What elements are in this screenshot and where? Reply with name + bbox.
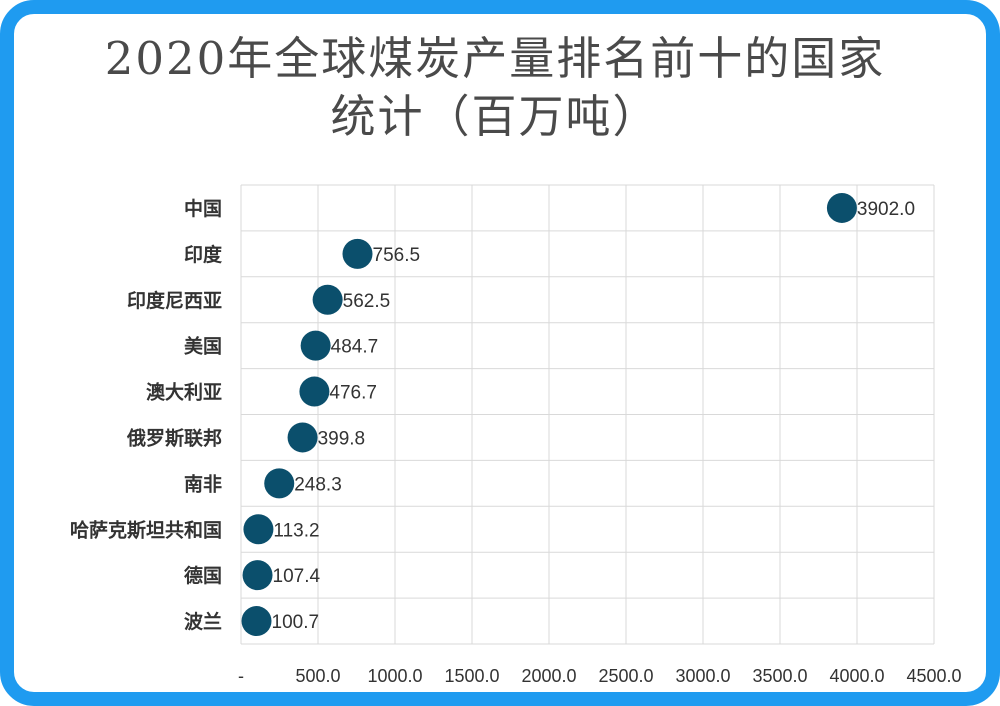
x-tick-label: 500.0 (295, 666, 340, 686)
x-tick-label: 4000.0 (829, 666, 884, 686)
data-point (287, 422, 318, 453)
data-point (299, 376, 330, 407)
category-label: 德国 (184, 564, 222, 587)
data-labels: 3902.0 756.5 562.5 484.7 476.7 399.8 248.3 113.… (272, 199, 916, 633)
x-tick-label: 4500.0 (906, 666, 961, 686)
data-points (241, 192, 857, 637)
data-label: 107.4 (273, 566, 321, 587)
data-label: 562.5 (343, 291, 391, 312)
data-label: 113.2 (273, 520, 319, 541)
x-tick-label: 2500.0 (598, 666, 653, 686)
data-label: 248.3 (294, 474, 342, 495)
data-label: 476.7 (329, 383, 377, 404)
x-tick-label: 3000.0 (675, 666, 730, 686)
data-point (826, 192, 857, 223)
x-tick-label: 2000.0 (521, 666, 576, 686)
data-label: 100.7 (272, 612, 320, 633)
data-point (342, 238, 373, 269)
data-label: 3902.0 (857, 199, 915, 220)
x-axis-tick-labels: - 500.0 1000.0 1500.0 2000.0 2500.0 3000.0 3500… (238, 666, 962, 686)
gridlines (240, 184, 935, 645)
data-point (242, 560, 273, 591)
data-label: 399.8 (318, 428, 366, 449)
data-point (241, 606, 272, 637)
category-label: 哈萨克斯坦共和国 (70, 518, 222, 541)
chart-title: 2020年全球煤炭产量排名前十的国家统计（百万吨） (104, 32, 886, 143)
x-tick-label: 1500.0 (444, 666, 499, 686)
category-label: 俄罗斯联邦 (126, 426, 222, 449)
category-label: 波兰 (184, 610, 222, 633)
category-label: 澳大利亚 (146, 381, 222, 404)
x-tick-label: 1000.0 (367, 666, 422, 686)
category-label: 南非 (184, 473, 222, 495)
data-point (243, 514, 274, 545)
data-label: 756.5 (373, 245, 421, 266)
x-tick-label: - (238, 666, 244, 686)
data-point (264, 468, 295, 499)
category-label: 印度 (184, 243, 223, 266)
category-label: 中国 (184, 197, 222, 220)
data-label: 484.7 (331, 337, 379, 358)
data-point (312, 284, 343, 315)
x-tick-label: 3500.0 (752, 666, 807, 686)
data-point (300, 330, 331, 361)
category-label: 印度尼西亚 (127, 289, 222, 312)
category-label: 美国 (184, 335, 222, 358)
